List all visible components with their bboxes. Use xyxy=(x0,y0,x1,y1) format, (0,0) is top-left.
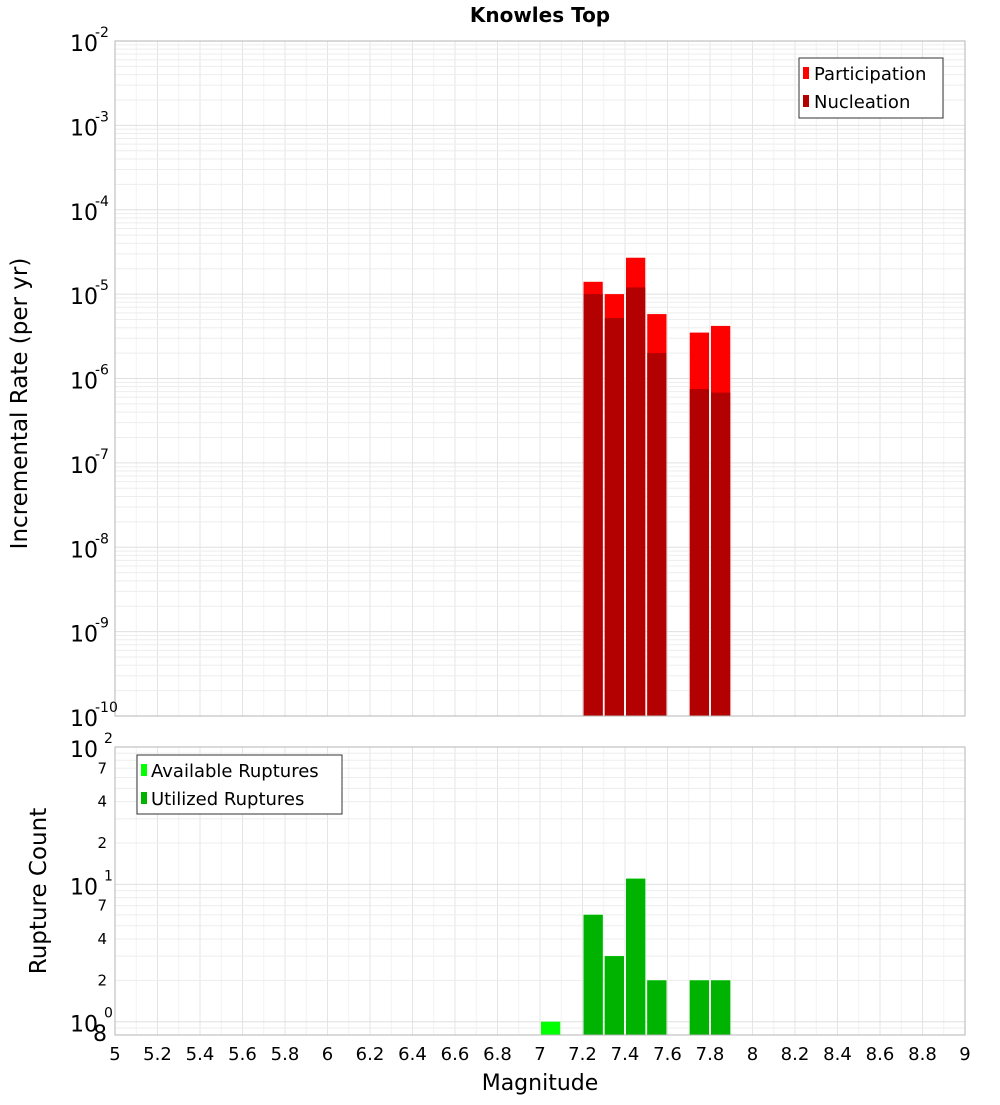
utilized-ruptures-bar xyxy=(689,980,709,1035)
y-tick-label: 10 xyxy=(70,370,98,395)
y-tick-exponent: 1 xyxy=(104,868,113,884)
x-tick-label: 5.6 xyxy=(228,1044,257,1065)
y-tick-label: 10 xyxy=(70,1013,98,1038)
rate-panel: Knowles Top10-1010-910-810-710-610-510-4… xyxy=(7,3,966,732)
y-tick-label: 10 xyxy=(70,707,98,732)
y-tick-exponent: -3 xyxy=(95,109,109,125)
y-tick-exponent: -10 xyxy=(95,700,118,716)
x-tick-label: 6.8 xyxy=(483,1044,512,1065)
count-legend: Available Ruptures Utilized Ruptures xyxy=(136,754,343,815)
utilized-ruptures-bar xyxy=(711,980,731,1035)
rate-bars xyxy=(583,257,731,716)
y-tick-exponent: -8 xyxy=(95,531,109,547)
y-tick-minor-label: 7 xyxy=(97,759,107,777)
x-tick-label: 8.4 xyxy=(823,1044,852,1065)
x-tick-label: 7.4 xyxy=(611,1044,640,1065)
rate-y-axis-label: Incremental Rate (per yr) xyxy=(7,258,33,550)
utilized-ruptures-bar xyxy=(647,980,667,1035)
count-y-ticks: 10 0 10 1 10 2 8 2 4 7 2 4 7 xyxy=(70,731,113,1047)
x-tick-label: 8.8 xyxy=(908,1044,937,1065)
x-tick-label: 6 xyxy=(322,1044,333,1065)
utilized-ruptures-bar xyxy=(626,878,646,1035)
count-bars xyxy=(541,878,731,1035)
y-tick-label: 10 xyxy=(70,116,98,141)
y-tick-label: 10 xyxy=(70,32,98,57)
x-tick-label: 6.6 xyxy=(441,1044,470,1065)
count-plot-frame xyxy=(114,746,966,1036)
legend-swatch xyxy=(803,67,809,79)
rate-legend: Participation Nucleation xyxy=(798,57,944,119)
y-tick-exponent: -7 xyxy=(95,447,109,463)
legend-swatch xyxy=(141,792,147,804)
chart-title: Knowles Top xyxy=(470,3,610,27)
y-tick-minor-label: 8 xyxy=(93,1022,107,1047)
nucleation-bar xyxy=(711,392,731,716)
y-tick-label: 10 xyxy=(70,538,98,563)
count-y-axis-label: Rupture Count xyxy=(26,808,52,974)
x-tick-label: 7 xyxy=(534,1044,545,1065)
utilized-ruptures-bar xyxy=(583,914,603,1035)
x-tick-label: 8.6 xyxy=(866,1044,895,1065)
y-tick-label: 10 xyxy=(70,623,98,648)
nucleation-bar xyxy=(647,353,667,716)
x-tick-label: 5.2 xyxy=(143,1044,172,1065)
x-tick-label: 7.2 xyxy=(568,1044,597,1065)
nucleation-bar xyxy=(626,287,646,716)
y-tick-exponent: -6 xyxy=(95,363,109,379)
legend-label: Available Ruptures xyxy=(151,761,319,782)
rate-legend-box xyxy=(798,57,944,119)
nucleation-bar xyxy=(689,389,709,716)
y-tick-exponent: 2 xyxy=(104,731,113,747)
y-tick-exponent: -5 xyxy=(95,278,109,294)
legend-label: Nucleation xyxy=(814,92,910,113)
x-axis-label: Magnitude xyxy=(482,1071,599,1096)
x-ticks: 5 5.2 5.4 5.6 5.8 6 6.2 6.4 6.6 6.8 7 7.2 7.4 7.6 7.8 8… xyxy=(109,1044,970,1065)
y-tick-minor-label: 2 xyxy=(97,834,107,852)
x-tick-label: 7.6 xyxy=(653,1044,682,1065)
x-tick-label: 5 xyxy=(109,1044,120,1065)
y-tick-minor-label: 7 xyxy=(97,897,107,915)
y-tick-label: 10 xyxy=(70,454,98,479)
x-tick-label: 5.4 xyxy=(186,1044,215,1065)
legend-label: Participation xyxy=(814,64,926,85)
x-tick-label: 6.2 xyxy=(356,1044,385,1065)
count-legend-box xyxy=(136,754,343,815)
rate-plot-frame xyxy=(114,40,966,717)
y-tick-minor-label: 2 xyxy=(97,971,107,989)
x-tick-label: 9 xyxy=(959,1044,970,1065)
y-tick-exponent: -9 xyxy=(95,616,109,632)
y-tick-minor-label: 4 xyxy=(97,793,107,811)
x-tick-label: 8.2 xyxy=(781,1044,810,1065)
y-tick-exponent: 0 xyxy=(104,1006,113,1022)
y-tick-minor-label: 4 xyxy=(97,930,107,948)
y-tick-label: 10 xyxy=(70,875,98,900)
nucleation-bar xyxy=(583,294,603,716)
y-tick-exponent: -4 xyxy=(95,194,109,210)
x-tick-label: 6.4 xyxy=(398,1044,427,1065)
x-tick-label: 5.8 xyxy=(271,1044,300,1065)
y-tick-label: 10 xyxy=(70,738,98,763)
utilized-ruptures-bar xyxy=(604,956,624,1035)
x-tick-label: 7.8 xyxy=(696,1044,725,1065)
legend-label: Utilized Ruptures xyxy=(151,789,304,810)
legend-swatch xyxy=(803,95,809,107)
y-tick-label: 10 xyxy=(70,285,98,310)
x-tick-label: 8 xyxy=(747,1044,758,1065)
y-tick-exponent: -2 xyxy=(95,25,109,41)
y-tick-label: 10 xyxy=(70,201,98,226)
nucleation-bar xyxy=(604,318,624,716)
available-ruptures-bar xyxy=(541,1021,561,1035)
legend-swatch xyxy=(141,764,147,776)
